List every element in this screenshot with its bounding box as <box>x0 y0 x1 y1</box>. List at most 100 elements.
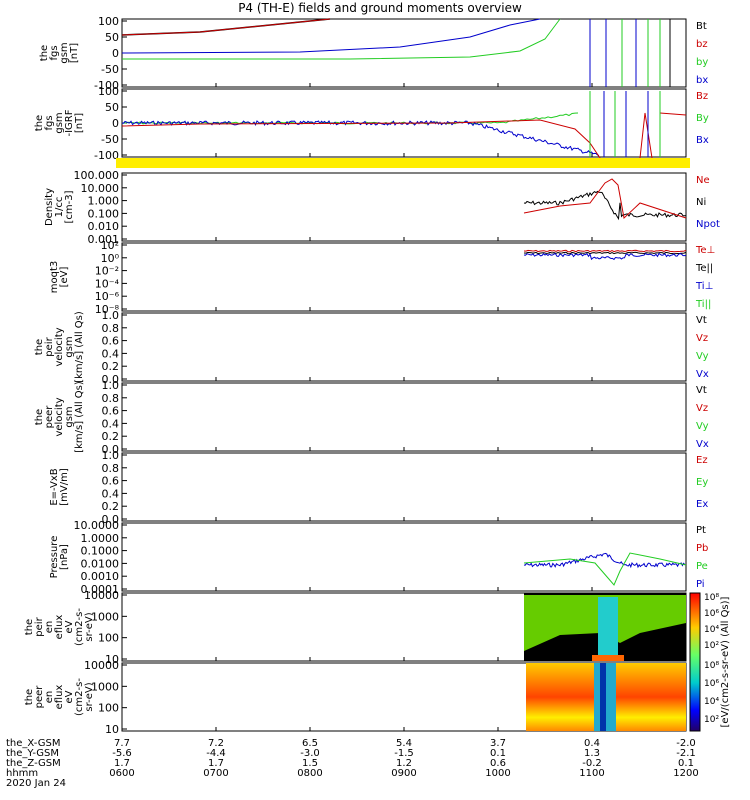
y-axis-label: the <box>24 689 35 705</box>
y-tick-label: 10000 <box>84 659 119 672</box>
orbit-y-value: -1.5 <box>394 748 414 759</box>
y-tick-label: 0.1000 <box>81 545 120 558</box>
chart-title: P4 (TH-E) fields and ground moments over… <box>238 1 522 15</box>
legend-vx: Vx <box>696 369 709 380</box>
legend-te⊥: Te⊥ <box>695 245 715 256</box>
legend-vy: Vy <box>696 421 709 432</box>
legend-pb: Pb <box>696 543 708 554</box>
y-axis-label: sr-eV) <box>84 612 95 641</box>
orbit-z-value: 0.6 <box>490 758 506 769</box>
orbit-z-value: 1.7 <box>208 758 224 769</box>
series-ti-perp <box>523 252 687 261</box>
orbit-z-value: 1.7 <box>114 758 130 769</box>
y-axis-label: -IGRF <box>64 109 75 136</box>
colorbar-tick: 10⁶ <box>704 679 719 689</box>
y-tick-label: 0.100 <box>88 207 120 220</box>
y-axis-label: [eV] <box>59 267 70 288</box>
legend-bx: bx <box>696 75 708 86</box>
x-tick-label: 0800 <box>297 768 322 779</box>
y-tick-label: 50 <box>105 31 119 44</box>
series-by <box>122 18 561 60</box>
series-ne <box>523 178 687 219</box>
legend-bt: Bt <box>696 21 707 32</box>
footer-row-label-y: the_Y-GSM <box>6 748 59 759</box>
y-tick-label: 0.2 <box>102 360 120 373</box>
y-axis-label: velocity <box>54 397 65 436</box>
legend-vt: Vt <box>696 315 707 326</box>
y-axis-label: Density <box>44 188 55 226</box>
series-bz2-b <box>639 112 653 159</box>
colorbar-tick: 10⁸ <box>704 593 719 603</box>
orbit-z-value: 1.2 <box>396 758 412 769</box>
y-tick-label: 0.8 <box>102 462 120 475</box>
legend-pe: Pe <box>696 561 708 572</box>
series-bz2 <box>121 119 601 159</box>
y-axis-label: [cm-3] <box>64 190 75 223</box>
series-bx <box>121 18 541 54</box>
orbit-y-value: -4.4 <box>206 748 226 759</box>
y-axis-label: 1/cc <box>54 197 65 218</box>
legend-by: By <box>696 113 709 124</box>
y-tick-label: 0.8 <box>102 322 120 335</box>
panel-frame <box>121 382 687 452</box>
x-tick-label: 0600 <box>109 768 134 779</box>
series-ni <box>523 190 687 221</box>
x-tick-label: 1000 <box>485 768 510 779</box>
series-bx2 <box>121 120 600 156</box>
y-tick-label: 10⁻⁴ <box>95 277 120 290</box>
y-axis-label: the <box>34 115 45 131</box>
y-axis-label: eV <box>64 620 75 633</box>
colorbar-tick: 10⁴ <box>704 625 719 635</box>
orbit-y-value: 0.1 <box>490 748 506 759</box>
y-axis-label: peir <box>34 616 45 636</box>
y-tick-label: 0.6 <box>102 475 120 488</box>
y-tick-label: 0.2 <box>102 500 120 513</box>
y-tick-label: 100 <box>98 702 119 715</box>
colorbar-tick: 10⁴ <box>704 697 719 707</box>
y-axis-label: gsm <box>64 406 75 427</box>
x-tick-label: 1200 <box>673 768 698 779</box>
y-tick-label: -100 <box>94 79 119 92</box>
y-axis-label: [km/s] (All Qs) <box>74 381 85 453</box>
y-tick-label: 0.4 <box>102 487 120 500</box>
panel-frame <box>121 452 687 522</box>
y-axis-label: velocity <box>54 327 65 366</box>
y-tick-label: 0 <box>112 117 119 130</box>
orbit-x-value: 7.2 <box>208 738 224 749</box>
colorbar-tick: 10² <box>704 715 719 725</box>
y-tick-label: 0 <box>112 47 119 60</box>
legend-bx: Bx <box>696 135 709 146</box>
y-tick-label: 0.4 <box>102 347 120 360</box>
series-pi <box>523 552 686 569</box>
y-tick-label: 10 <box>105 723 119 736</box>
legend-pi: Pi <box>696 579 705 590</box>
legend-pt: Pt <box>696 525 706 536</box>
y-tick-label: 0.8 <box>102 392 120 405</box>
legend-ey: Ey <box>696 477 708 488</box>
y-tick-label: 100 <box>98 15 119 28</box>
y-tick-label: 10⁻² <box>95 265 119 278</box>
y-axis-label: (cm2-s- <box>74 608 85 646</box>
series-te-perp <box>523 249 687 253</box>
orbit-x-value: 7.7 <box>114 738 130 749</box>
y-tick-label: 50 <box>105 101 119 114</box>
panel-frame <box>121 312 687 382</box>
orbit-x-value: -2.0 <box>676 738 696 749</box>
y-tick-label: 10.000 <box>81 182 120 195</box>
peer-spec-blue <box>600 663 606 731</box>
y-tick-label: 100.000 <box>74 169 120 182</box>
panel-efield: 1.00.80.60.40.20.0 E=-VxB [mV/m] Ez Ey Ex <box>49 449 708 526</box>
colorbar-tick: 10⁸ <box>704 661 719 671</box>
panel-peir_spec: 10000 1000 100 10 the peir en eflux eV (cm2-s-sr-… <box>24 589 687 666</box>
y-tick-label: 0.0 <box>102 513 120 526</box>
y-tick-label: 1000 <box>91 610 119 623</box>
colorbar <box>689 592 701 732</box>
y-tick-label: 10⁻⁸ <box>95 303 120 316</box>
y-tick-label: -50 <box>101 63 119 76</box>
footer-layer: the_X-GSM the_Y-GSM the_Z-GSM hhmm 2020 … <box>6 738 699 789</box>
y-tick-label: 10 <box>105 653 119 666</box>
y-axis-label: (cm2-s- <box>74 678 85 716</box>
